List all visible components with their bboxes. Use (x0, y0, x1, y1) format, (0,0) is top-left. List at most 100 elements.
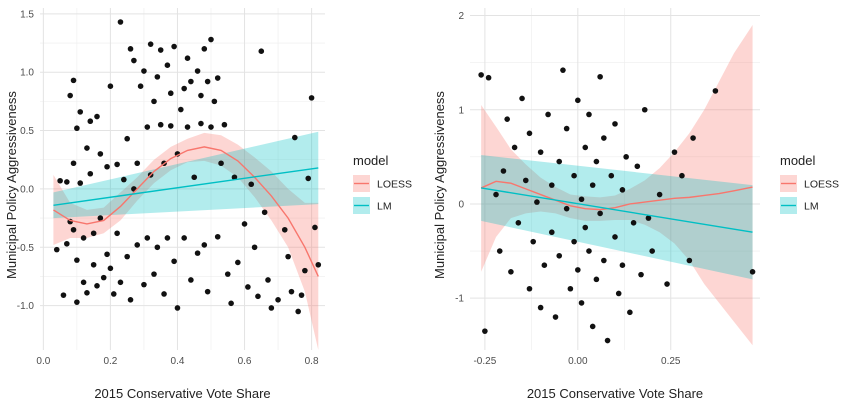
data-point (57, 177, 63, 184)
data-point (571, 172, 577, 179)
data-point (275, 297, 281, 303)
data-point (537, 304, 544, 311)
x-tick-label: 0.0 (36, 356, 50, 367)
data-point (308, 95, 315, 101)
data-point (214, 233, 221, 240)
data-point (124, 135, 130, 142)
data-point (161, 291, 167, 297)
data-point (104, 163, 110, 170)
data-point (656, 191, 663, 198)
data-point (258, 48, 265, 54)
data-point (127, 46, 134, 52)
data-point (589, 323, 596, 330)
data-point (251, 244, 258, 251)
data-point (597, 210, 603, 217)
legend-label-lm: LM (377, 201, 392, 213)
data-point (612, 234, 618, 240)
data-point (70, 226, 77, 233)
data-point (664, 281, 670, 287)
data-point (144, 235, 151, 241)
data-point (545, 111, 551, 118)
data-point (526, 285, 533, 292)
data-point (630, 220, 637, 226)
data-point (114, 161, 120, 168)
data-point (248, 181, 255, 188)
data-point (556, 158, 563, 165)
data-point (586, 111, 592, 118)
y-axis-title: Municipal Policy Aggressiveness (4, 91, 19, 279)
x-tick-label: 0.2 (103, 356, 117, 367)
data-point (204, 78, 211, 85)
data-point (114, 230, 120, 237)
data-point (70, 77, 77, 84)
data-point (638, 271, 644, 278)
data-point (634, 163, 641, 170)
data-point (645, 215, 652, 221)
lm-confidence-band (481, 154, 753, 280)
data-point (64, 179, 70, 185)
data-point (127, 297, 134, 303)
data-point (623, 154, 629, 160)
data-point (627, 309, 633, 316)
data-point (295, 308, 301, 315)
data-point (235, 259, 241, 266)
data-point (181, 85, 187, 92)
data-point (141, 281, 147, 288)
lm-fit-line (53, 167, 319, 206)
x-tick-label: 0.00 (568, 356, 588, 367)
data-point (134, 160, 141, 167)
gridlines (470, 8, 760, 350)
legend-label-loess: LOESS (377, 179, 412, 191)
data-point (107, 265, 114, 272)
data-point (80, 279, 87, 286)
data-point (131, 57, 137, 64)
y-tick-label: -1.0 (17, 301, 35, 312)
data-point (184, 124, 191, 130)
data-point (137, 83, 144, 90)
data-point (178, 106, 184, 113)
data-point (515, 220, 522, 226)
data-point (201, 242, 208, 248)
data-point (500, 168, 507, 174)
y-tick-label: 1 (458, 105, 464, 116)
lm-fit-line (481, 187, 753, 233)
data-point (288, 288, 295, 295)
data-point (157, 121, 164, 128)
data-point (649, 248, 655, 254)
data-point (255, 293, 261, 300)
data-point (482, 328, 488, 334)
data-point (60, 292, 67, 298)
data-point (211, 98, 218, 105)
data-point (174, 305, 181, 311)
data-point (154, 74, 161, 80)
data-point (154, 244, 161, 251)
x-tick-label: -0.25 (473, 356, 496, 367)
data-point (534, 199, 540, 205)
data-point (679, 172, 685, 179)
x-axis-title: 2015 Conservative Vote Share (527, 386, 703, 401)
data-point (712, 88, 719, 94)
data-point (641, 106, 648, 113)
data-point (530, 238, 537, 245)
data-point (224, 271, 231, 277)
data-point (575, 97, 581, 104)
data-point (208, 36, 214, 43)
data-point (548, 182, 555, 188)
data-point (204, 288, 211, 295)
data-point (100, 274, 107, 281)
data-point (593, 158, 600, 165)
data-point (214, 75, 221, 81)
data-point (104, 251, 110, 258)
legend-title: model (780, 153, 816, 168)
data-point (84, 145, 90, 151)
data-point (74, 257, 80, 263)
data-point (298, 292, 305, 298)
legend-label-loess: LOESS (804, 179, 839, 191)
data-point (157, 47, 164, 53)
data-point (77, 180, 84, 186)
x-tick-label: 0.8 (305, 356, 319, 367)
data-point (526, 130, 533, 137)
data-point (208, 124, 214, 130)
data-point (597, 73, 603, 80)
data-point (70, 160, 77, 167)
